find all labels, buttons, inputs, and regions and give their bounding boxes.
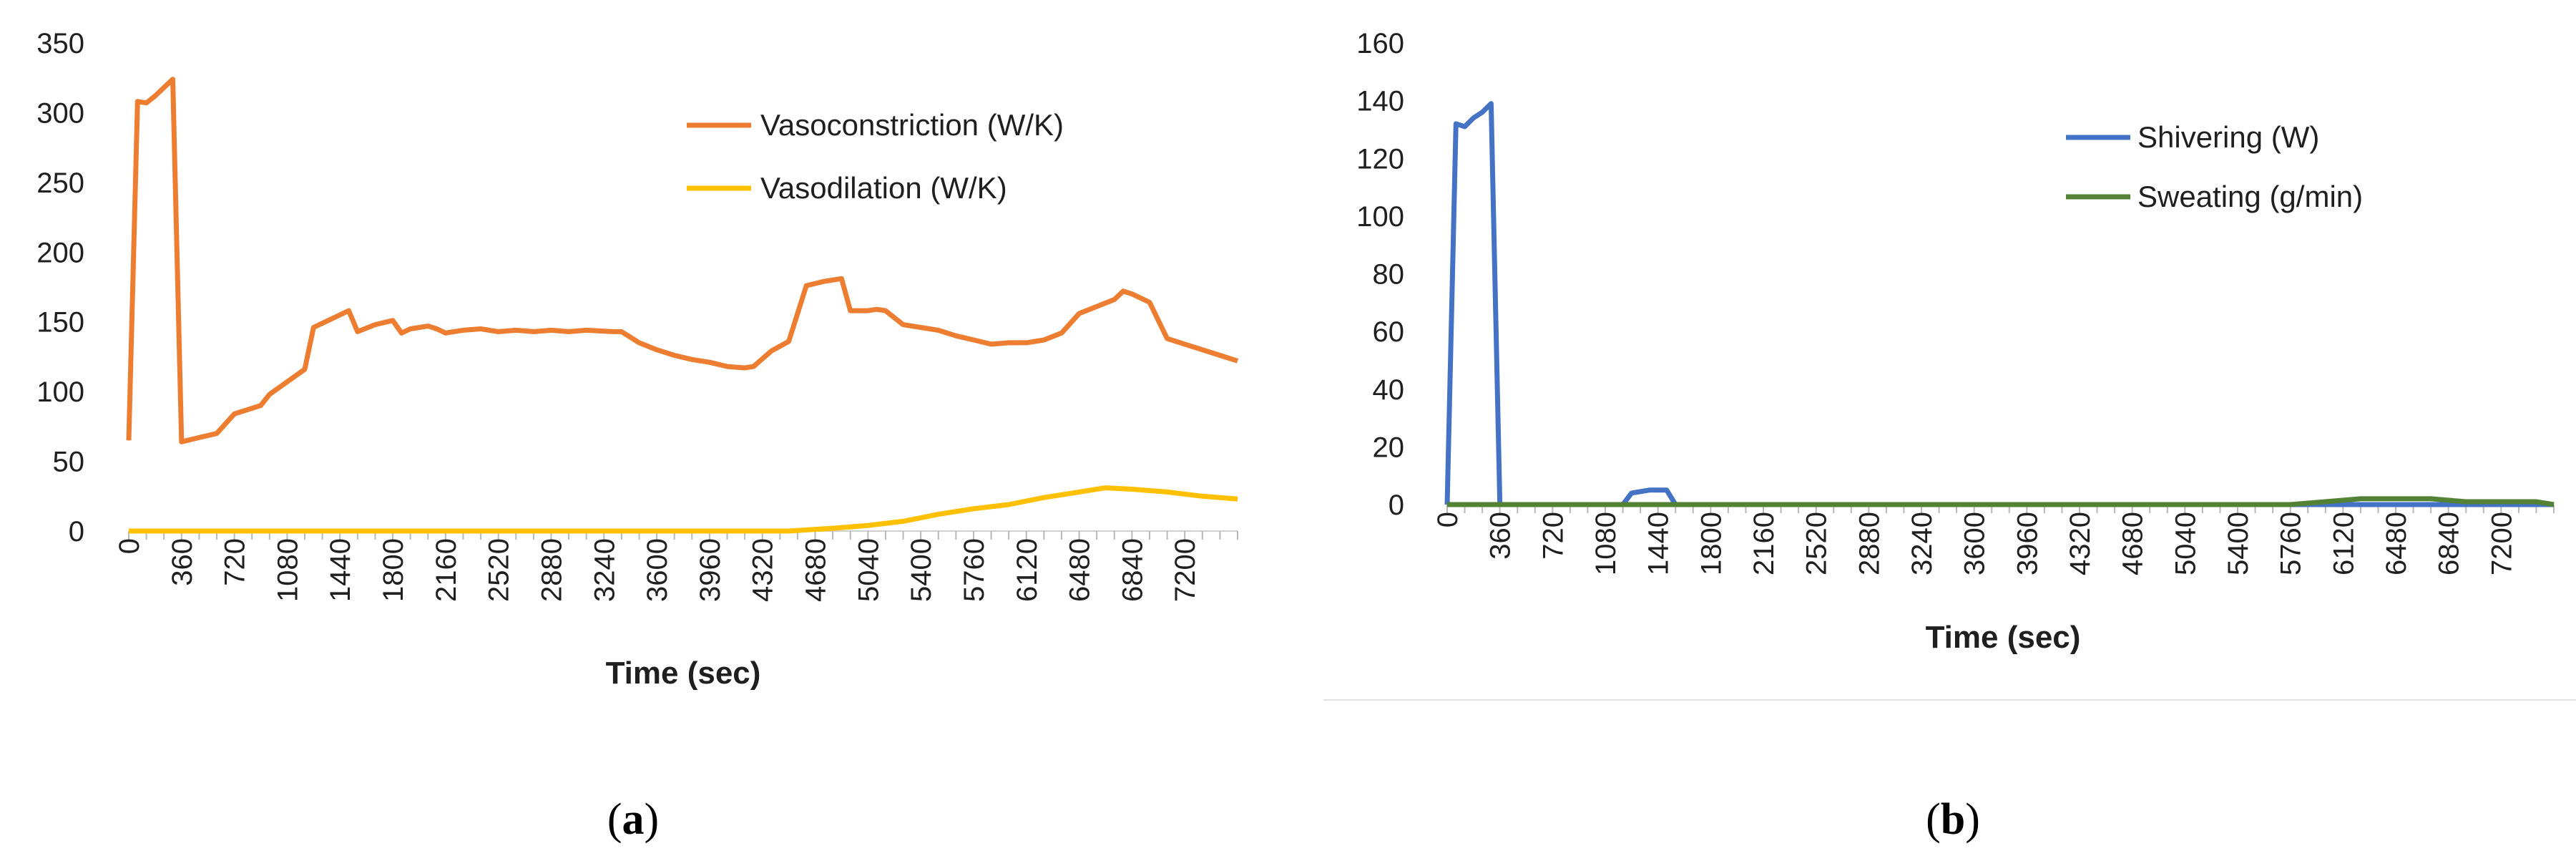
x-tick-label: 2520 [484, 538, 515, 602]
caption-b: (b) [1926, 795, 1980, 844]
x-tick-label: 6480 [2381, 512, 2412, 575]
x-tick-label: 5400 [2223, 512, 2254, 575]
legend-label-vasoconstriction: Vasoconstriction (W/K) [760, 108, 1064, 142]
series-lines [1444, 101, 2555, 507]
y-tick-label: 100 [1356, 201, 1404, 233]
y-tick-label: 0 [1389, 490, 1404, 521]
chart-b: 0 20 40 60 80 100 120 140 160 0 360 720 1080 1440 180… [1323, 28, 2576, 701]
x-tick-label: 2880 [536, 538, 567, 602]
x-tick-label: 1800 [1695, 512, 1727, 575]
x-axis-title: Time (sec) [606, 656, 761, 691]
series-line-sweating [1447, 496, 2555, 507]
x-tick-label: 6840 [1117, 538, 1148, 602]
legend-label-shivering: Shivering (W) [2137, 120, 2319, 154]
x-tick-label: 2880 [1853, 512, 1885, 575]
x-tick-label: 3600 [1959, 512, 1991, 575]
x-tick-label: 1440 [325, 538, 356, 602]
x-tick-label: 5040 [2170, 512, 2201, 575]
x-ticks: 0 360 720 1080 1440 1800 2160 2520 2880 3240 3600 3… [1432, 505, 2555, 575]
x-tick-label: 0 [114, 538, 145, 554]
y-tick-label: 200 [36, 237, 84, 268]
x-tick-label: 7200 [1170, 538, 1201, 602]
x-tick-label: 1080 [272, 538, 303, 602]
y-tick-labels: 0 50 100 150 200 250 300 350 [36, 28, 84, 548]
x-tick-label: 3240 [589, 538, 620, 602]
y-tick-label: 0 [69, 516, 84, 548]
x-axis-title: Time (sec) [1926, 620, 2081, 655]
series-line-shivering [1444, 101, 2554, 507]
x-tick-label: 1440 [1643, 512, 1675, 575]
x-tick-label: 5400 [906, 538, 937, 602]
legend-label-vasodilation: Vasodilation (W/K) [760, 171, 1007, 205]
x-tick-label: 360 [1485, 512, 1517, 560]
legend: Shivering (W) Sweating (g/min) [2066, 120, 2363, 213]
x-tick-label: 2160 [431, 538, 462, 602]
x-tick-label: 3960 [2012, 512, 2043, 575]
x-tick-label: 360 [167, 538, 198, 586]
y-tick-label: 50 [53, 447, 85, 478]
x-tick-label: 3240 [1906, 512, 1938, 575]
x-tick-label: 5040 [853, 538, 884, 602]
y-tick-label: 20 [1373, 432, 1405, 463]
y-tick-label: 300 [36, 97, 84, 129]
x-ticks: 0 360 720 1080 1440 1800 2160 2520 2880 3240 3600 3… [114, 531, 1238, 602]
x-tick-label: 5760 [959, 538, 990, 602]
x-tick-label: 4680 [2117, 512, 2149, 575]
y-tick-label: 250 [36, 167, 84, 199]
x-tick-label: 6480 [1064, 538, 1096, 602]
caption-b-letter: b [1941, 795, 1965, 844]
x-tick-label: 7200 [2486, 512, 2517, 575]
caption-a-letter: a [622, 795, 645, 844]
y-tick-label: 140 [1356, 86, 1404, 117]
legend: Vasoconstriction (W/K) Vasodilation (W/K… [687, 108, 1064, 205]
legend-label-sweating: Sweating (g/min) [2137, 180, 2363, 213]
x-tick-label: 720 [220, 538, 251, 586]
x-tick-label: 1800 [378, 538, 409, 602]
y-tick-label: 120 [1356, 143, 1404, 175]
y-tick-label: 350 [36, 28, 84, 59]
caption-a: (a) [607, 795, 659, 844]
x-tick-label: 3960 [695, 538, 726, 602]
y-tick-label: 80 [1373, 259, 1405, 291]
x-tick-label: 2160 [1748, 512, 1780, 575]
y-tick-label: 40 [1373, 374, 1405, 406]
x-tick-label: 2520 [1801, 512, 1833, 575]
y-tick-label: 160 [1356, 28, 1404, 59]
x-tick-label: 6120 [2328, 512, 2359, 575]
x-tick-label: 5760 [2276, 512, 2307, 575]
x-tick-label: 4320 [748, 538, 779, 602]
series-line-vasoconstriction [126, 77, 1239, 444]
y-tick-label: 60 [1373, 316, 1405, 348]
chart-a: 0 50 100 150 200 250 300 350 0 360 720 1080 1440 180… [36, 28, 1239, 691]
x-tick-label: 720 [1537, 512, 1569, 560]
x-tick-label: 4320 [2065, 512, 2096, 575]
y-tick-labels: 0 20 40 60 80 100 120 140 160 [1356, 28, 1404, 521]
x-tick-label: 3600 [642, 538, 673, 602]
x-tick-label: 1080 [1590, 512, 1622, 575]
x-tick-label: 0 [1432, 512, 1464, 527]
series-lines [126, 77, 1239, 534]
x-tick-label: 4680 [800, 538, 832, 602]
x-tick-label: 6120 [1012, 538, 1043, 602]
x-tick-label: 6840 [2434, 512, 2465, 575]
y-tick-label: 100 [36, 376, 84, 408]
y-tick-label: 150 [36, 307, 84, 339]
series-line-vasodilation [129, 485, 1238, 534]
